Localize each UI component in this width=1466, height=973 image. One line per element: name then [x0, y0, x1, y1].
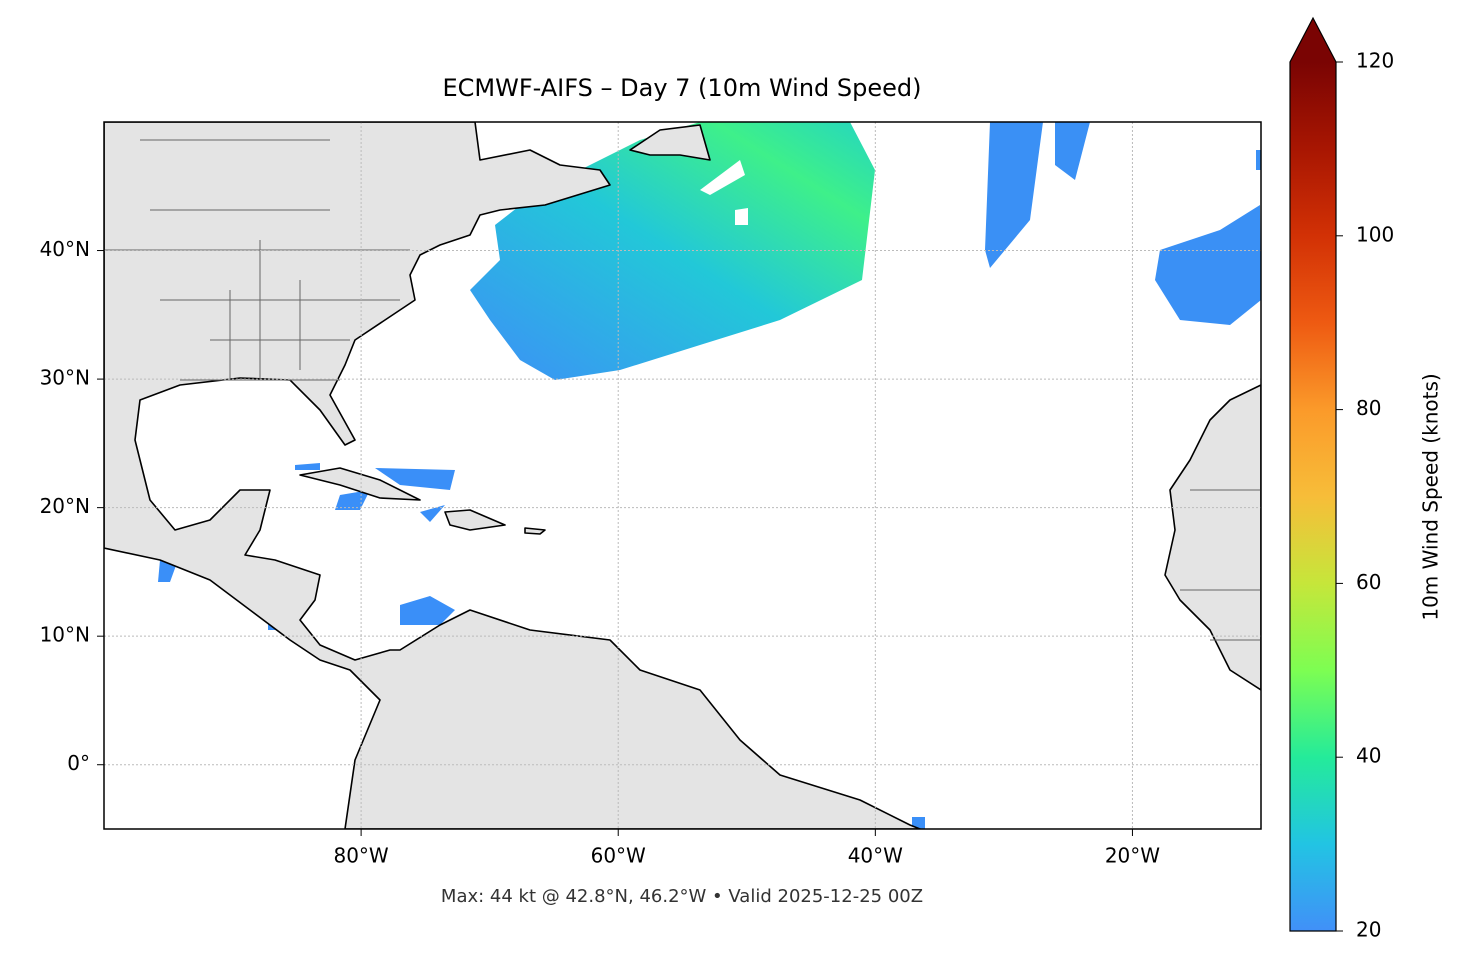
y-tick-label: 40°N: [40, 237, 90, 261]
x-tick-label: 80°W: [333, 844, 388, 868]
colorbar-tick-label: 120: [1356, 49, 1394, 73]
colorbar-tick-label: 60: [1356, 570, 1381, 594]
colorbar: [1290, 62, 1336, 931]
colorbar-tick-label: 100: [1356, 222, 1394, 246]
y-tick-label: 0°: [67, 751, 90, 775]
colorbar-extend: [1290, 18, 1336, 62]
wind-area: [985, 122, 1261, 325]
borders: [104, 139, 1261, 641]
map-frame: [103, 121, 1262, 830]
colorbar-outline: [1289, 16, 1337, 932]
colorbar-tick-label: 20: [1356, 918, 1381, 942]
y-tick-label: 20°N: [40, 494, 90, 518]
chart-title: ECMWF-AIFS – Day 7 (10m Wind Speed): [442, 74, 921, 102]
map: [104, 122, 1261, 829]
colorbar-tick-label: 80: [1356, 396, 1381, 420]
colorbar-tick-label: 40: [1356, 744, 1381, 768]
colorbar-label: 10m Wind Speed (knots): [1419, 373, 1443, 620]
land: [299, 124, 1261, 691]
y-tick-label: 10°N: [40, 623, 90, 647]
x-tick-label: 20°W: [1105, 844, 1160, 868]
y-tick-label: 30°N: [40, 366, 90, 390]
footer: Max: 44 kt @ 42.8°N, 46.2°W • Valid 2025…: [441, 886, 923, 907]
wind-gap: [700, 160, 748, 225]
x-tick-label: 40°W: [848, 844, 903, 868]
americas: [104, 122, 921, 829]
x-tick-label: 60°W: [591, 844, 646, 868]
